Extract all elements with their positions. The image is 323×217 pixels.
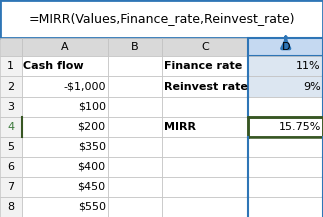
Bar <box>22 137 108 157</box>
Bar <box>22 77 108 97</box>
Bar <box>162 137 248 157</box>
Bar <box>108 177 162 197</box>
Bar <box>108 97 162 117</box>
Text: $550: $550 <box>78 202 106 212</box>
Bar <box>0 137 22 157</box>
Bar <box>0 117 22 137</box>
Bar <box>22 157 108 177</box>
Bar <box>108 77 162 97</box>
Bar <box>162 197 248 217</box>
Text: 2: 2 <box>7 82 14 92</box>
Text: -$1,000: -$1,000 <box>63 82 106 92</box>
Text: B: B <box>131 42 139 52</box>
Text: A: A <box>61 42 68 52</box>
Bar <box>0 197 22 217</box>
Bar <box>108 197 162 217</box>
Bar <box>162 38 248 56</box>
Text: 3: 3 <box>7 102 14 112</box>
Bar <box>22 197 108 217</box>
Bar <box>162 157 248 177</box>
Text: =MIRR(Values,Finance_rate,Reinvest_rate): =MIRR(Values,Finance_rate,Reinvest_rate) <box>28 13 295 25</box>
Text: $100: $100 <box>78 102 106 112</box>
Bar <box>108 38 162 56</box>
Text: Cash flow: Cash flow <box>24 61 84 71</box>
Text: 9%: 9% <box>303 82 321 92</box>
Bar <box>248 137 323 157</box>
Text: MIRR: MIRR <box>164 122 196 132</box>
Bar <box>0 56 22 77</box>
Text: 1: 1 <box>7 61 14 71</box>
Bar <box>248 177 323 197</box>
Bar <box>162 117 248 137</box>
Bar <box>0 0 323 38</box>
Text: $400: $400 <box>78 162 106 172</box>
Text: 6: 6 <box>7 162 14 172</box>
Text: 4: 4 <box>7 122 14 132</box>
Bar <box>162 77 248 97</box>
Bar <box>0 177 22 197</box>
Bar <box>22 97 108 117</box>
Bar <box>22 117 108 137</box>
Text: 7: 7 <box>7 182 14 192</box>
Bar <box>22 38 108 56</box>
Text: 5: 5 <box>7 142 14 152</box>
Bar <box>248 197 323 217</box>
Bar <box>248 157 323 177</box>
Bar <box>162 97 248 117</box>
Bar <box>108 137 162 157</box>
Bar <box>108 117 162 137</box>
Text: $200: $200 <box>78 122 106 132</box>
Bar <box>0 77 22 97</box>
Bar <box>162 177 248 197</box>
Text: $350: $350 <box>78 142 106 152</box>
Bar <box>248 38 323 56</box>
Bar <box>248 97 323 117</box>
Text: 8: 8 <box>7 202 14 212</box>
Bar <box>248 117 323 137</box>
Text: 11%: 11% <box>296 61 321 71</box>
Bar <box>0 38 22 56</box>
Text: C: C <box>202 42 209 52</box>
Bar <box>108 56 162 77</box>
Bar <box>22 177 108 197</box>
Text: Finance rate: Finance rate <box>164 61 243 71</box>
Bar <box>248 56 323 77</box>
Bar <box>0 97 22 117</box>
Text: 15.75%: 15.75% <box>278 122 321 132</box>
Bar <box>108 157 162 177</box>
Bar <box>22 56 108 77</box>
Text: Reinvest rate: Reinvest rate <box>164 82 248 92</box>
Text: $450: $450 <box>78 182 106 192</box>
Text: D: D <box>281 42 290 52</box>
Bar <box>162 56 248 77</box>
Bar <box>248 77 323 97</box>
Bar <box>0 157 22 177</box>
